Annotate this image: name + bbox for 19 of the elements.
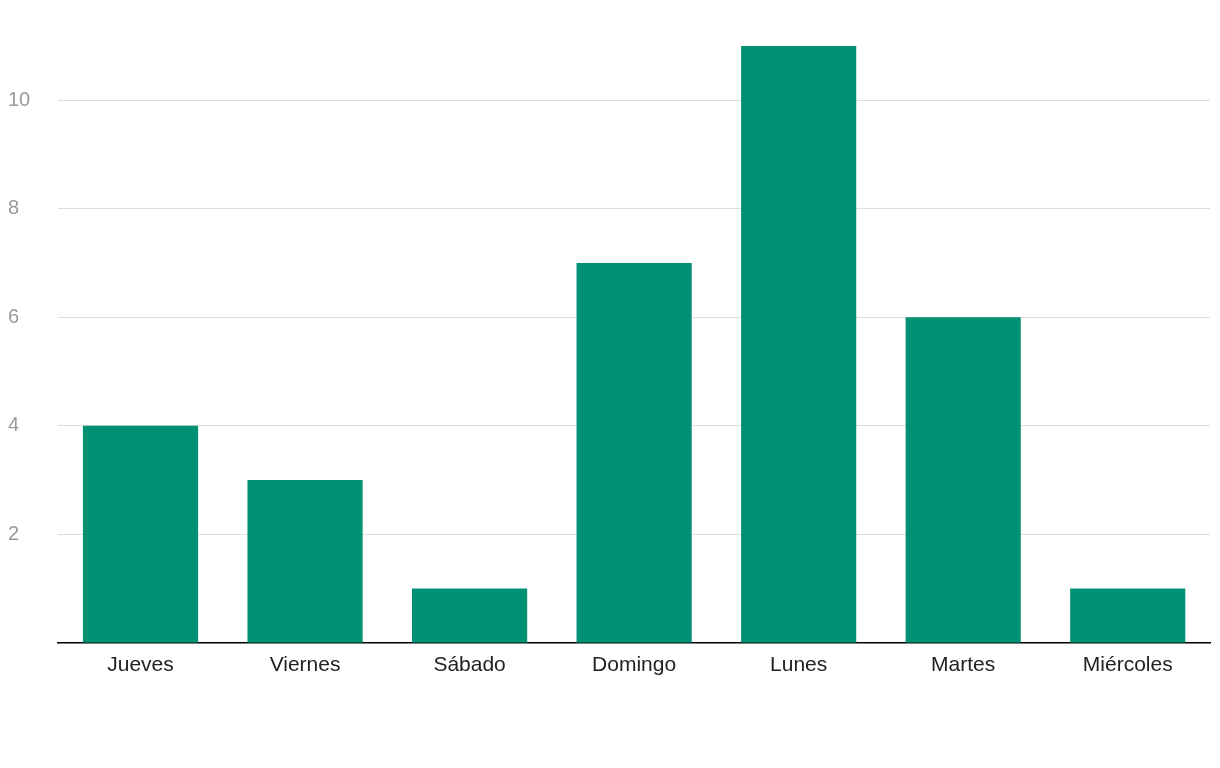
bar — [412, 588, 528, 643]
x-tick-label: Martes — [931, 652, 996, 676]
x-tick-label: Domingo — [592, 652, 677, 676]
y-tick-label: 10 — [8, 87, 31, 110]
bar — [741, 46, 857, 643]
bar — [247, 480, 363, 643]
y-tick-label: 2 — [8, 521, 20, 544]
y-tick-label: 8 — [8, 196, 20, 219]
bar — [1070, 588, 1186, 643]
y-tick-label: 4 — [8, 413, 20, 436]
x-tick-label: Jueves — [107, 652, 174, 676]
bar — [905, 317, 1021, 643]
x-tick-label: Sábado — [433, 652, 506, 676]
y-tick-label: 6 — [8, 304, 20, 327]
x-tick-label: Miércoles — [1082, 652, 1173, 676]
x-tick-label: Lunes — [770, 652, 828, 676]
x-tick-label: Viernes — [269, 652, 341, 676]
bar — [82, 425, 199, 643]
bar — [576, 263, 692, 643]
